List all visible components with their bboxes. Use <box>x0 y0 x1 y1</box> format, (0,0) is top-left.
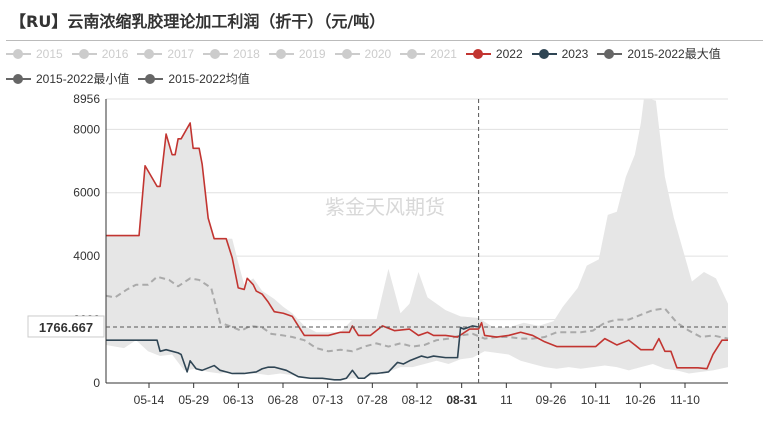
chart-title: 【RU】云南浓缩乳胶理论加工利润（折干）（元/吨） <box>10 12 386 31</box>
legend-item-2016[interactable]: 2016 <box>71 43 129 65</box>
series-line-2023 <box>106 325 479 381</box>
legend-swatch-icon <box>465 47 491 61</box>
axis-pointer: 1766.667 <box>27 99 728 383</box>
x-tick-label: 05-14 <box>134 393 165 407</box>
legend-label: 2018 <box>233 47 260 61</box>
x-tick-label: 06-28 <box>268 393 299 407</box>
x-tick-label: 10-11 <box>581 393 611 407</box>
y-tick-label: 0 <box>93 376 100 390</box>
legend-label: 2023 <box>561 47 589 61</box>
x-tick-label: 10-26 <box>625 393 656 407</box>
series-line-2015-2022均值 <box>105 275 729 353</box>
legend-swatch-icon <box>597 47 623 61</box>
y-tick-label: 8956 <box>73 92 100 106</box>
legend-label: 2015-2022最大值 <box>627 47 721 61</box>
series-lines <box>105 122 729 381</box>
range-band <box>106 99 728 380</box>
legend-item-2015-2022最小值[interactable]: 2015-2022最小值 <box>6 68 129 90</box>
x-tick-label: 08-12 <box>402 393 433 407</box>
x-tick-label: 09-26 <box>536 393 567 407</box>
x-tick-label: 08-31 <box>446 393 477 407</box>
x-tick-label: 05-29 <box>178 393 209 407</box>
max-min-band <box>106 99 728 380</box>
y-tick-label: 6000 <box>73 186 100 200</box>
series-line-2022 <box>106 122 728 370</box>
legend-item-2015-2022最大值[interactable]: 2015-2022最大值 <box>597 43 721 65</box>
y-tick-label: 4000 <box>73 249 100 263</box>
pointer-value-label: 1766.667 <box>39 320 93 335</box>
legend-label: 2015 <box>36 47 63 61</box>
legend-swatch-icon <box>268 47 294 61</box>
legend-item-2018[interactable]: 2018 <box>203 43 260 65</box>
x-tick-label: 06-13 <box>223 393 254 407</box>
legend-swatch-icon <box>137 47 163 61</box>
legend-label: 2015-2022均值 <box>168 72 250 86</box>
legend-label: 2019 <box>298 47 326 61</box>
legend-swatch-icon <box>203 47 229 61</box>
legend-swatch-icon <box>334 47 360 61</box>
legend-label: 2015-2022最小值 <box>36 72 130 86</box>
legend-swatch-icon <box>531 47 557 61</box>
legend-swatch-icon <box>6 47 31 61</box>
x-tick-label: 07-28 <box>357 393 388 407</box>
chart-legend: 2015 2016 2017 2018 2019 2020 2021 2022 2023 2015… <box>6 43 766 93</box>
watermark: 紫金天风期货 <box>325 195 445 219</box>
legend-label: 2022 <box>495 47 523 61</box>
legend-item-2017[interactable]: 2017 <box>137 43 194 65</box>
legend-item-2015[interactable]: 2015 <box>6 43 63 65</box>
legend-label: 2020 <box>364 47 392 61</box>
x-tick-label: 11 <box>500 393 513 407</box>
legend-label: 2017 <box>167 47 195 61</box>
legend-item-2015-2022均值[interactable]: 2015-2022均值 <box>138 68 250 90</box>
legend-item-2022[interactable]: 2022 <box>465 43 523 65</box>
x-tick-label: 11-10 <box>670 393 700 407</box>
legend-label: 2021 <box>430 47 457 61</box>
legend-item-2023[interactable]: 2023 <box>531 43 589 65</box>
legend-item-2019[interactable]: 2019 <box>268 43 326 65</box>
pointer-value-box <box>27 315 105 338</box>
legend-swatch-icon <box>71 47 97 61</box>
legend-label: 2016 <box>101 47 129 61</box>
legend-item-2020[interactable]: 2020 <box>334 43 392 65</box>
title-divider <box>6 40 763 41</box>
legend-item-2021[interactable]: 2021 <box>400 43 457 65</box>
legend-swatch-icon <box>6 72 31 86</box>
legend-swatch-icon <box>400 47 426 61</box>
legend-swatch-icon <box>138 72 164 86</box>
y-tick-label: 8000 <box>73 122 100 136</box>
x-tick-label: 07-13 <box>312 393 343 407</box>
